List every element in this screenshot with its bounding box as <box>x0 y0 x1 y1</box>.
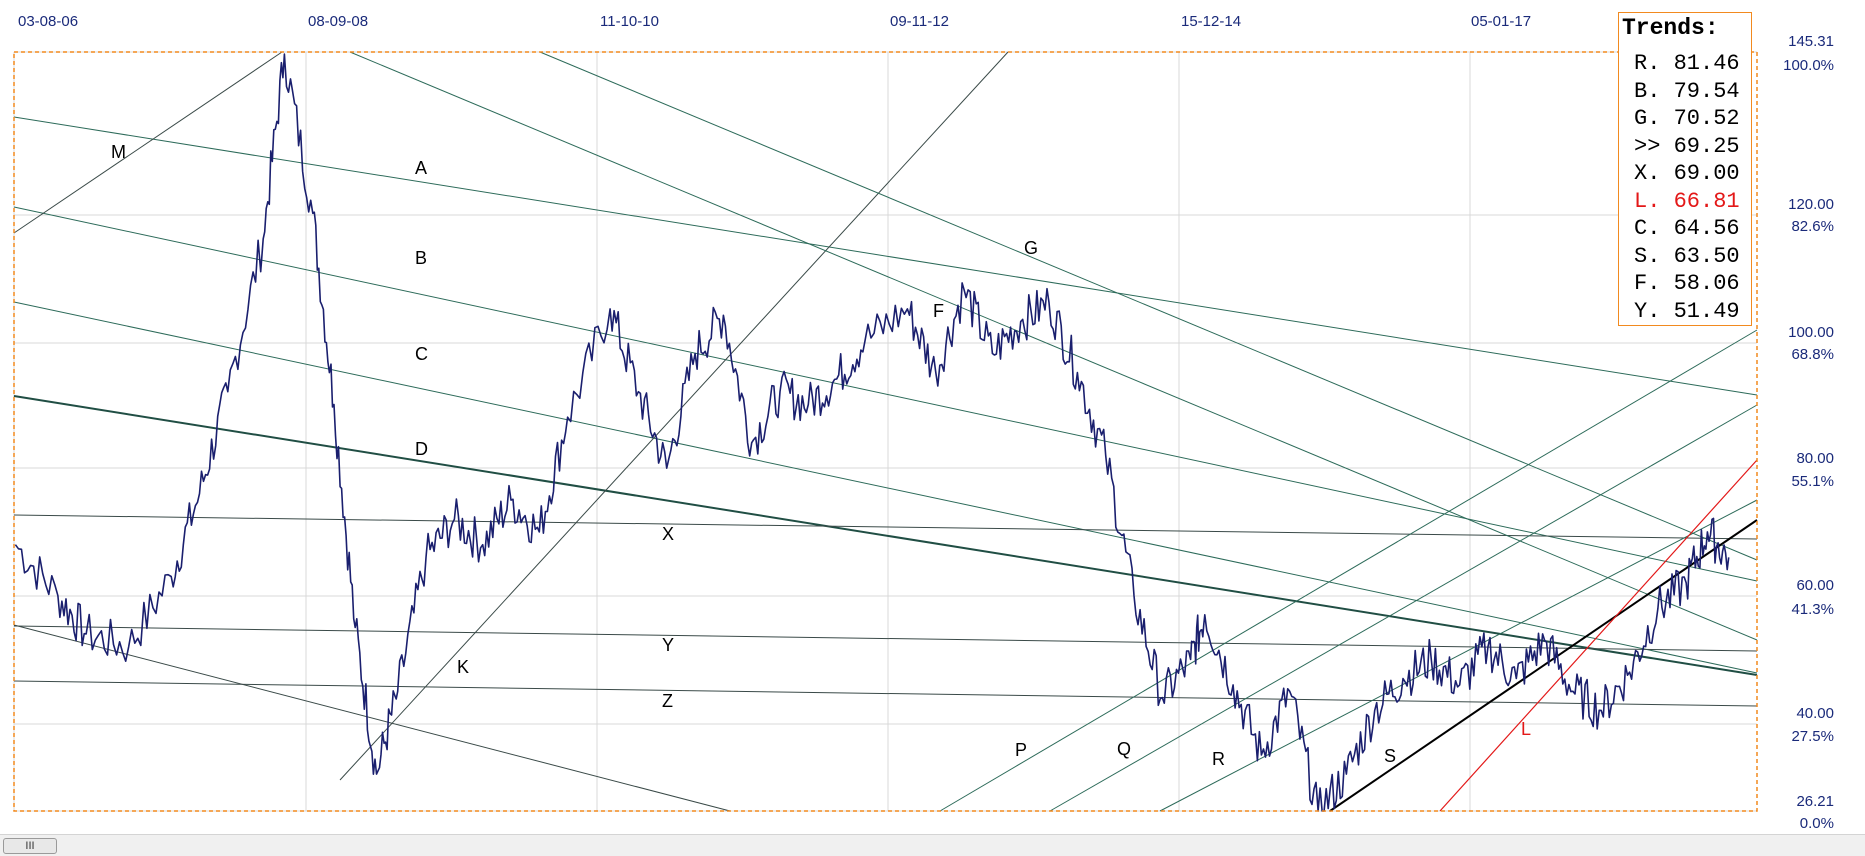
percent-tick-label: 0.0% <box>1800 815 1834 832</box>
trend-label-g: G <box>1024 238 1038 258</box>
trend-line <box>13 680 1758 707</box>
trend-label-p: P <box>1015 740 1027 760</box>
legend-title: Trends: <box>1622 15 1719 41</box>
horizontal-scrollbar[interactable]: III <box>0 834 1865 856</box>
legend-item: >> 69.25 <box>1634 133 1740 159</box>
x-tick-label: 11-10-10 <box>600 13 659 30</box>
x-tick-label: 09-11-12 <box>890 13 949 30</box>
trend-label-d: D <box>415 439 428 459</box>
trend-label-f: F <box>933 301 944 321</box>
y-axis: 145.31 120.00 100.00 80.00 60.00 40.00 26.21 10… <box>1783 33 1834 832</box>
trend-line <box>1159 499 1758 812</box>
legend-item: F. 58.06 <box>1634 271 1740 296</box>
trend-line <box>13 301 1758 674</box>
y-tick-label: 100.00 <box>1788 324 1834 341</box>
trend-line <box>13 625 1758 652</box>
trend-line <box>13 116 1758 396</box>
trend-lines <box>13 51 1758 812</box>
y-tick-label: 80.00 <box>1796 450 1834 467</box>
trend-line <box>1439 459 1758 812</box>
x-axis: 03-08-06 08-09-08 11-10-10 09-11-12 15-12-14… <box>18 13 1531 30</box>
trend-label-b: B <box>415 248 427 268</box>
percent-tick-label: 82.6% <box>1791 218 1834 235</box>
trend-line <box>339 51 1009 781</box>
percent-tick-label: 100.0% <box>1783 57 1834 74</box>
y-tick-label: 145.31 <box>1788 33 1834 50</box>
legend-item: S. 63.50 <box>1634 243 1740 269</box>
scrollbar-thumb[interactable]: III <box>3 838 57 854</box>
legend-item: R. 81.46 <box>1634 51 1740 76</box>
x-tick-label: 05-01-17 <box>1471 13 1531 30</box>
trend-label-a: A <box>415 158 427 178</box>
trend-line-labels: M A B C D X Y Z K G F P Q R S L <box>111 142 1531 769</box>
trend-label-r: R <box>1212 749 1225 769</box>
trend-line <box>1329 519 1758 812</box>
trend-label-m: M <box>111 142 126 162</box>
trend-line <box>13 514 1758 540</box>
x-tick-label: 15-12-14 <box>1181 13 1241 30</box>
trend-line <box>13 624 731 812</box>
y-tick-label: 60.00 <box>1796 577 1834 594</box>
trend-label-c: C <box>415 344 428 364</box>
legend-item: B. 79.54 <box>1634 78 1740 104</box>
trends-legend: Trends: R. 81.46 B. 79.54 G. 70.52 >> 69.25… <box>1618 12 1752 326</box>
trend-line <box>13 206 1758 582</box>
y-tick-label: 26.21 <box>1796 793 1834 810</box>
trend-label-s: S <box>1384 746 1396 766</box>
legend-item: C. 64.56 <box>1634 216 1740 241</box>
trend-label-y: Y <box>662 635 674 655</box>
y-tick-label: 40.00 <box>1796 705 1834 722</box>
plot-frame <box>13 51 1758 812</box>
x-tick-label: 08-09-08 <box>308 13 368 30</box>
trend-label-x: X <box>662 524 674 544</box>
price-line <box>14 53 1730 812</box>
legend-item: Y. 51.49 <box>1634 298 1740 324</box>
legend-item: L. 66.81 <box>1634 188 1740 214</box>
percent-tick-label: 27.5% <box>1791 728 1834 745</box>
trend-line <box>1049 404 1758 812</box>
trend-line <box>13 51 283 234</box>
trend-label-l: L <box>1521 719 1531 739</box>
legend-item: G. 70.52 <box>1634 106 1740 131</box>
trend-line <box>939 329 1758 812</box>
y-tick-label: 120.00 <box>1788 196 1834 213</box>
price-series <box>14 53 1730 812</box>
trend-line <box>349 51 1758 641</box>
trend-label-q: Q <box>1117 739 1131 759</box>
trend-line <box>539 51 1758 561</box>
trend-label-z: Z <box>662 691 673 711</box>
trend-line <box>13 395 1758 676</box>
percent-tick-label: 55.1% <box>1791 473 1834 490</box>
legend-item: X. 69.00 <box>1634 161 1740 186</box>
percent-tick-label: 68.8% <box>1791 346 1834 363</box>
x-tick-label: 03-08-06 <box>18 13 78 30</box>
percent-tick-label: 41.3% <box>1791 601 1834 618</box>
trend-label-k: K <box>457 657 469 677</box>
